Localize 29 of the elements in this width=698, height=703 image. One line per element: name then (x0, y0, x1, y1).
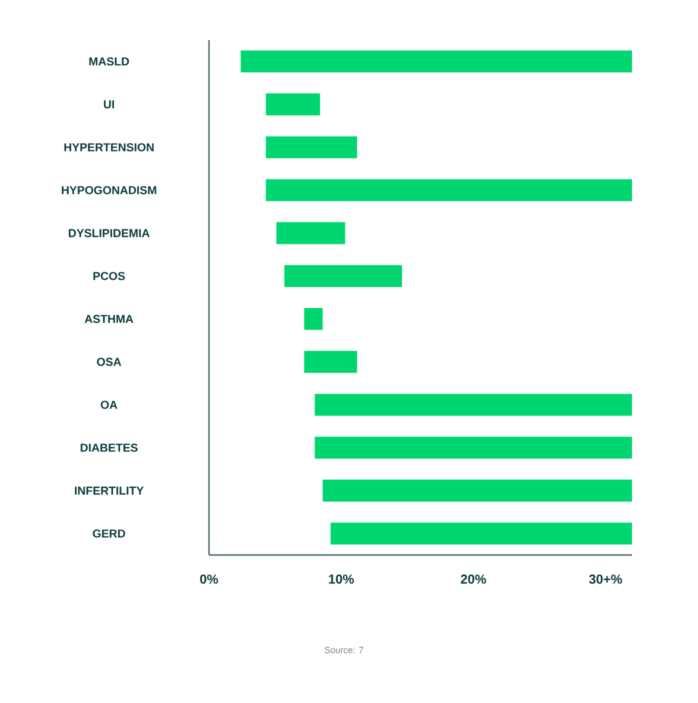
bar (266, 93, 320, 116)
y-tick-label: UI (104, 100, 114, 108)
x-tick-label: 0% (200, 574, 218, 584)
y-tick-label: OA (100, 400, 118, 409)
y-tick-label: HYPOGONADISM (62, 186, 156, 194)
y-tick-label: ASTHMA (84, 314, 134, 324)
bar (330, 522, 632, 544)
bar (284, 265, 402, 287)
bar (304, 308, 323, 330)
y-tick-label: DIABETES (80, 444, 138, 452)
x-tick-label: 30+% (589, 574, 622, 584)
bar (266, 179, 632, 202)
bar (314, 436, 632, 459)
y-tick-label: PCOS (93, 272, 125, 280)
source-note: Source: 7 (324, 646, 364, 654)
bar (276, 222, 346, 244)
bar (322, 480, 632, 502)
bar (240, 50, 632, 72)
y-tick-label: OSA (97, 358, 122, 366)
bar (314, 394, 632, 416)
x-tick-label: 20% (460, 574, 486, 584)
x-tick-label: 10% (328, 574, 354, 584)
bar (304, 350, 358, 373)
y-tick-label: DYSLIPIDEMIA (68, 229, 150, 238)
y-tick-label: HYPERTENSION (64, 143, 154, 152)
y-tick-label: INFERTILITY (74, 486, 144, 495)
y-tick-label: MASLD (89, 57, 129, 66)
y-tick-label: GERD (92, 529, 126, 538)
bar (266, 136, 358, 158)
